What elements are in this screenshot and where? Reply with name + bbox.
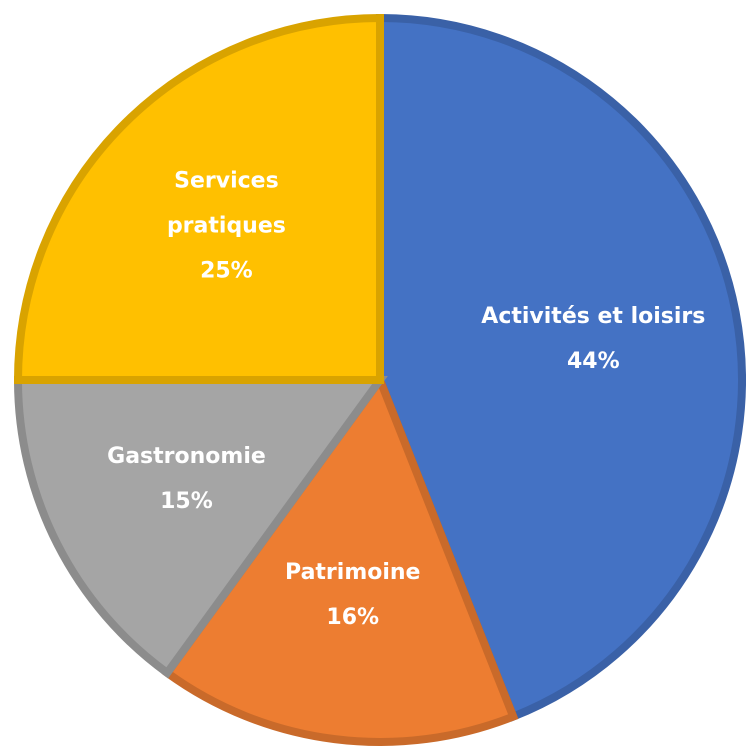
- category-label: Activités et loisirs: [481, 304, 706, 330]
- category-label: Patrimoine: [285, 560, 421, 586]
- category-label: Gastronomie: [107, 443, 266, 469]
- pie-slice: [13, 13, 384, 384]
- pie-slice: [376, 13, 746, 722]
- slice-label: Services pratiques 25%: [131, 159, 321, 294]
- value-label: 15%: [160, 488, 213, 514]
- pie-slice: [13, 376, 388, 679]
- slice-label: Patrimoine 16%: [258, 550, 448, 640]
- category-label: Services pratiques: [166, 168, 286, 239]
- pie-slice: [161, 371, 519, 746]
- value-label: 16%: [326, 605, 380, 631]
- slice-label: Gastronomie 15%: [91, 434, 281, 524]
- slice-label: Activités et loisirs 44%: [433, 294, 746, 384]
- value-label: 44%: [567, 349, 620, 375]
- value-label: 25%: [200, 258, 253, 284]
